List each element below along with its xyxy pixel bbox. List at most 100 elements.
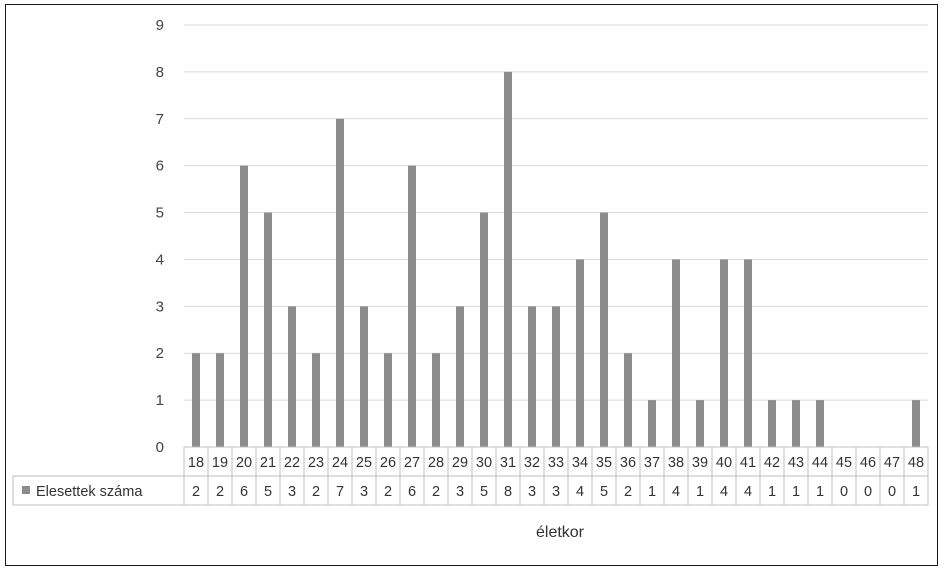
table-value-cell: 6 (240, 484, 248, 500)
bar (216, 353, 224, 447)
bar (408, 165, 416, 447)
y-tick-label: 0 (156, 439, 164, 456)
table-value-cell: 2 (216, 484, 224, 500)
y-tick-label: 9 (156, 17, 164, 34)
bar (648, 400, 656, 447)
gridlines (184, 24, 928, 401)
x-category-label: 39 (692, 455, 708, 471)
x-category-label: 18 (188, 455, 204, 471)
table-value-cell: 3 (456, 484, 464, 500)
bar (528, 306, 536, 447)
table-value-cell: 6 (408, 484, 416, 500)
table-value-cell: 5 (600, 484, 608, 500)
table-value-cell: 7 (336, 484, 344, 500)
table-value-cell: 3 (528, 484, 536, 500)
table-value-cell: 1 (768, 484, 776, 500)
bar (768, 400, 776, 447)
x-category-label: 22 (284, 455, 300, 471)
x-category-label: 30 (476, 455, 492, 471)
bar (432, 353, 440, 447)
x-category-label: 34 (572, 455, 588, 471)
y-tick-label: 1 (156, 392, 164, 409)
bar (384, 353, 392, 447)
x-category-label: 35 (596, 455, 612, 471)
x-category-label: 23 (308, 455, 324, 471)
table-value-cell: 1 (816, 484, 824, 500)
x-category-label: 47 (884, 455, 900, 471)
bar (480, 212, 488, 447)
table-value-cell: 1 (792, 484, 800, 500)
bars (192, 71, 920, 448)
x-category-label: 24 (332, 455, 348, 471)
table-value-cell: 4 (672, 484, 680, 500)
table-value-cell: 2 (312, 484, 320, 500)
bar (816, 400, 824, 447)
x-category-label: 37 (644, 455, 660, 471)
bar (624, 353, 632, 447)
x-category-label: 42 (764, 455, 780, 471)
x-category-label: 33 (548, 455, 564, 471)
y-tick-label: 7 (156, 111, 164, 128)
y-tick-label: 2 (156, 345, 164, 362)
y-tick-label: 3 (156, 298, 164, 315)
y-tick-label: 5 (156, 205, 164, 222)
x-category-label: 48 (908, 455, 924, 471)
x-category-label: 19 (212, 455, 228, 471)
bar (504, 71, 512, 447)
x-category-label: 21 (260, 455, 276, 471)
table-value-cell: 2 (624, 484, 632, 500)
table-value-cell: 5 (264, 484, 272, 500)
x-category-label: 36 (620, 455, 636, 471)
y-tick-label: 6 (156, 158, 164, 175)
table-value-cell: 1 (648, 484, 656, 500)
x-category-label: 38 (668, 455, 684, 471)
x-category-label: 26 (380, 455, 396, 471)
x-category-label: 29 (452, 455, 468, 471)
bar (288, 306, 296, 447)
bar (912, 400, 920, 447)
x-category-label: 28 (428, 455, 444, 471)
x-category-label: 31 (500, 455, 516, 471)
bar (312, 353, 320, 447)
bar (456, 306, 464, 447)
table-value-cell: 8 (504, 484, 512, 500)
x-category-label: 45 (836, 455, 852, 471)
table-value-cell: 5 (480, 484, 488, 500)
table-value-cell: 0 (864, 484, 872, 500)
x-category-label: 40 (716, 455, 732, 471)
x-axis-label: életkor (536, 524, 585, 541)
table-value-cell: 1 (696, 484, 704, 500)
bar (192, 353, 200, 447)
x-category-label: 41 (740, 455, 756, 471)
bar (720, 259, 728, 447)
table-value-cell: 2 (192, 484, 200, 500)
x-category-label: 32 (524, 455, 540, 471)
table-value-cell: 0 (888, 484, 896, 500)
bar (696, 400, 704, 447)
bar (360, 306, 368, 447)
table-value-cell: 4 (576, 484, 584, 500)
table-value-cell: 3 (552, 484, 560, 500)
table-value-cell: 4 (744, 484, 752, 500)
table-value-cell: 2 (384, 484, 392, 500)
table-value-cell: 0 (840, 484, 848, 500)
x-category-label: 27 (404, 455, 420, 471)
bar (552, 306, 560, 447)
legend-series-name: Elesettek száma (36, 484, 143, 500)
x-category-label: 46 (860, 455, 876, 471)
bar (576, 259, 584, 447)
x-category-label: 44 (812, 455, 828, 471)
y-axis-ticks: 0 1 2 3 4 5 6 7 8 9 (156, 17, 164, 456)
legend-swatch (22, 486, 30, 494)
table-value-cell: 2 (432, 484, 440, 500)
table-value-cell: 1 (912, 484, 920, 500)
y-tick-label: 8 (156, 64, 164, 81)
bar (600, 212, 608, 447)
bar (240, 165, 248, 447)
y-tick-label: 4 (156, 251, 164, 268)
x-category-label: 25 (356, 455, 372, 471)
table-value-cell: 3 (288, 484, 296, 500)
bar (264, 212, 272, 447)
